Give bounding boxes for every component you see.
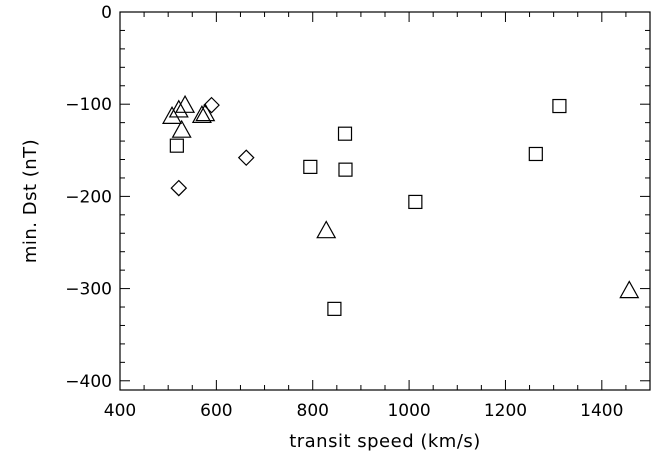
x-tick-label: 600 [200, 401, 232, 421]
square-point [337, 126, 353, 141]
y-axis-title: min. Dst (nT) [20, 139, 41, 263]
x-tick-label: 1000 [387, 401, 430, 421]
data-points [162, 94, 640, 316]
x-tick-label: 1200 [484, 401, 527, 421]
x-tick-label: 1400 [580, 401, 623, 421]
y-axis-tick-labels: 0 −100 −200 −300 −400 [65, 3, 112, 392]
x-tick-label: 800 [297, 401, 329, 421]
square-point [303, 159, 318, 174]
diamond-point [170, 179, 188, 197]
square-point [528, 146, 543, 162]
y-tick-label: −400 [65, 372, 112, 392]
triangle-point [619, 280, 640, 299]
plot-frame [119, 11, 651, 391]
triangle-point [191, 105, 212, 124]
triangle-point [168, 99, 189, 118]
y-tick-label: −100 [65, 95, 112, 115]
triangle-point [162, 105, 183, 124]
x-tick-label: 400 [104, 401, 136, 421]
square-point [552, 98, 567, 114]
square-point [327, 301, 342, 316]
square-point [338, 162, 353, 177]
square-point [169, 138, 184, 153]
triangle-point [171, 119, 192, 138]
y-tick-label: 0 [101, 3, 112, 23]
y-tick-label: −200 [65, 187, 112, 207]
triangle-point [175, 94, 196, 113]
triangle-point [316, 220, 337, 239]
x-axis-ticks [119, 12, 651, 390]
x-axis-title: transit speed (km/s) [289, 431, 481, 452]
diamond-point [203, 96, 220, 114]
square-point [408, 194, 423, 210]
triangle-point [195, 103, 216, 122]
y-axis-ticks [120, 11, 650, 382]
y-tick-label: −300 [65, 280, 112, 300]
x-axis-tick-labels: 400 600 800 1000 1200 1400 [104, 401, 624, 421]
diamond-point [237, 149, 255, 167]
